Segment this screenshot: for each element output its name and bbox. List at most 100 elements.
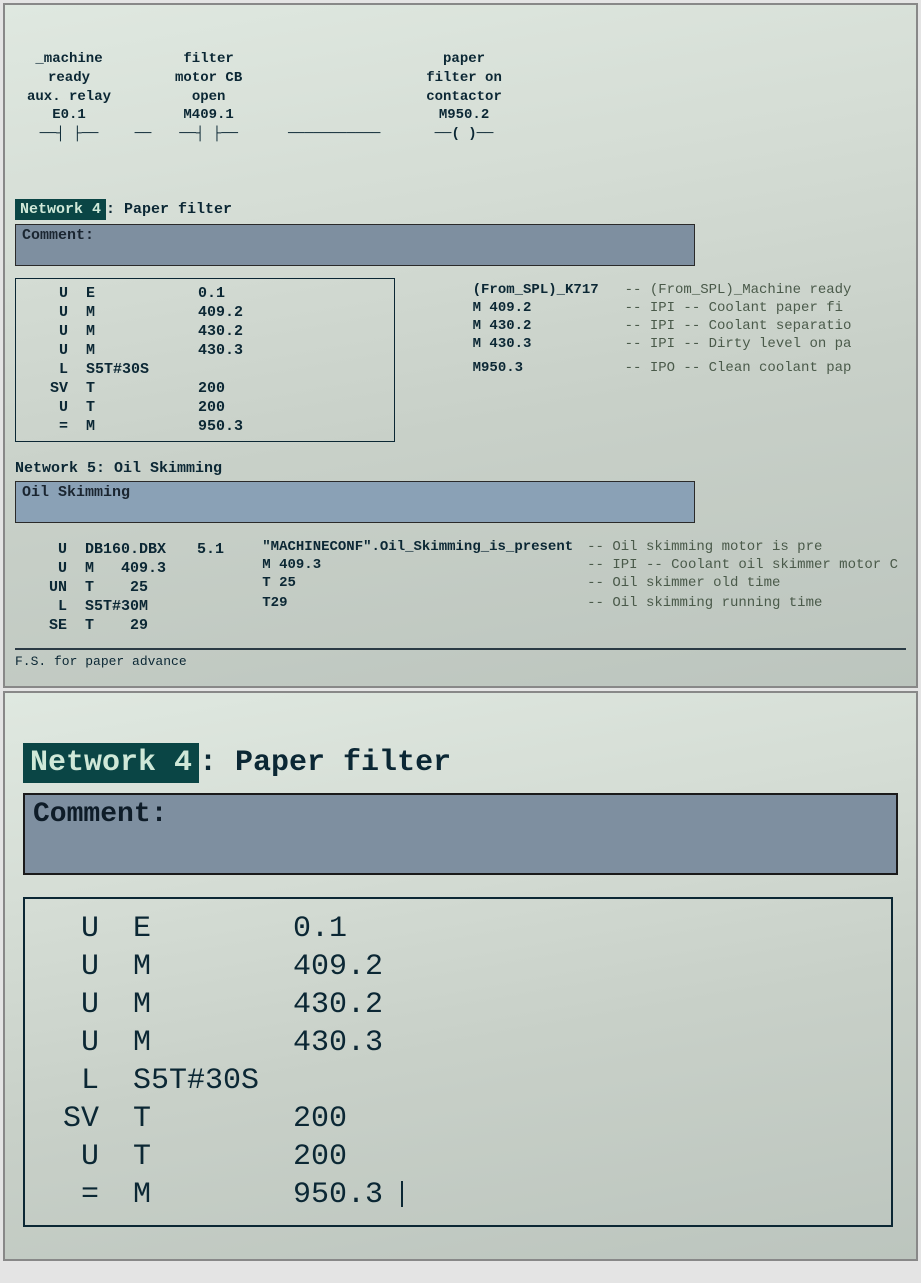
stl-line[interactable]: =M950.3 <box>26 418 251 435</box>
top-screenshot: _machine filter paper ready motor CB fil… <box>3 3 918 688</box>
symbol-row: T29-- Oil skimming running time <box>256 595 904 611</box>
stl-operand-a: T <box>78 399 188 416</box>
stl-op: SV <box>26 380 76 397</box>
network-label: Network 4 <box>15 199 106 220</box>
stl-line[interactable]: UNT 25 <box>25 579 232 596</box>
symbol-row: M 409.2-- IPI -- Coolant paper fi <box>467 300 858 316</box>
stl-line[interactable]: UT200 <box>26 399 251 416</box>
stl-operand-a: M 409.3 <box>77 560 187 577</box>
stl-op: U <box>47 949 115 985</box>
stl-line[interactable]: UE0.1 <box>47 911 419 947</box>
symbol-addr: M 430.3 <box>467 336 617 352</box>
stl-op: U <box>25 541 75 558</box>
stl-line[interactable]: UM 409.3 <box>25 560 232 577</box>
symbol-row: T 25-- Oil skimmer old time <box>256 575 904 591</box>
network5-header: Network 5 : Oil Skimming <box>15 460 906 477</box>
ladder-col1-addr: E0.1 <box>17 107 121 124</box>
stl-box-zoom[interactable]: UE0.1UM409.2UM430.2UM430.3LS5T#30SSVT200… <box>23 897 893 1227</box>
stl-op: L <box>47 1063 115 1099</box>
stl-operand-a: S5T#30S <box>78 361 188 378</box>
stl-line[interactable]: UM430.2 <box>26 323 251 340</box>
network-title: : Paper filter <box>199 746 451 780</box>
stl-line[interactable]: UT200 <box>47 1139 419 1175</box>
divider <box>15 648 906 650</box>
stl-operand-b: 430.3 <box>190 342 251 359</box>
stl-op: U <box>26 285 76 302</box>
stl-operand-a: E <box>117 911 275 947</box>
symbol-desc: -- IPI -- Coolant separatio <box>619 318 858 334</box>
stl-line[interactable]: UM409.2 <box>26 304 251 321</box>
comment-bar[interactable]: Comment: <box>23 793 898 875</box>
stl-line[interactable]: LS5T#30M <box>25 598 232 615</box>
stl-operand-b: 409.2 <box>190 304 251 321</box>
stl-line[interactable]: UM409.2 <box>47 949 419 985</box>
network4-header-zoom: Network 4 : Paper filter <box>23 743 898 783</box>
symbol-desc: -- Oil skimmer old time <box>581 575 904 591</box>
stl-op: U <box>26 399 76 416</box>
stl-line[interactable]: UM430.3 <box>26 342 251 359</box>
stl-op: L <box>25 598 75 615</box>
comment-bar[interactable]: Comment: <box>15 224 695 266</box>
stl-line[interactable]: LS5T#30S <box>26 361 251 378</box>
symbol-desc: -- IPI -- Coolant paper fi <box>619 300 858 316</box>
ladder-col3-addr: M950.2 <box>416 107 512 124</box>
stl-operand-b: 200 <box>190 380 251 397</box>
stl-line[interactable]: UE0.1 <box>26 285 251 302</box>
stl-op: UN <box>25 579 75 596</box>
stl-op: U <box>26 323 76 340</box>
symbol-addr: M 409.3 <box>256 557 579 573</box>
stl-line[interactable]: SET 29 <box>25 617 232 634</box>
network-title: : Oil Skimming <box>96 460 222 477</box>
symbol-row: (From_SPL)_K717-- (From_SPL)_Machine rea… <box>467 282 858 298</box>
stl-operand-b: 200 <box>190 399 251 416</box>
ladder-rung: _machine filter paper ready motor CB fil… <box>15 13 906 181</box>
symbol-addr: M 430.2 <box>467 318 617 334</box>
stl-line[interactable]: =M950.3 <box>47 1177 419 1213</box>
symbol-desc: -- IPI -- Coolant oil skimmer motor C <box>581 557 904 573</box>
stl-op: L <box>26 361 76 378</box>
contact-icon: ──┤ ├── <box>165 126 252 143</box>
stl-box-net5[interactable]: UDB160.DBX5.1UM 409.3UNT 25LS5T#30MSET 2… <box>15 535 244 640</box>
ladder-col1-l2: ready <box>17 70 121 87</box>
footer-hint: F.S. for paper advance <box>15 654 906 669</box>
stl-operand-a: DB160.DBX <box>77 541 187 558</box>
stl-operand-a: M <box>78 323 188 340</box>
stl-line[interactable]: SVT200 <box>26 380 251 397</box>
stl-operand-a: M <box>117 1025 275 1061</box>
stl-op: SV <box>47 1101 115 1137</box>
symbol-row: M950.3-- IPO -- Clean coolant pap <box>467 360 858 376</box>
symbol-addr: M 409.2 <box>467 300 617 316</box>
stl-operand-b: 200 <box>277 1101 419 1137</box>
stl-op: SE <box>25 617 75 634</box>
symbol-desc: -- (From_SPL)_Machine ready <box>619 282 858 298</box>
stl-op: U <box>47 1139 115 1175</box>
stl-box-net4[interactable]: UE0.1UM409.2UM430.2UM430.3LS5T#30SSVT200… <box>15 278 395 442</box>
symbol-row: M 430.3-- IPI -- Dirty level on pa <box>467 336 858 352</box>
stl-operand-a: M <box>78 418 188 435</box>
stl-op: = <box>47 1177 115 1213</box>
stl-line[interactable]: UDB160.DBX5.1 <box>25 541 232 558</box>
ladder-col3-l1: paper <box>416 51 512 68</box>
stl-operand-a: M <box>117 987 275 1023</box>
ladder-labels: _machine filter paper ready motor CB fil… <box>15 49 514 145</box>
stl-operand-b <box>277 1063 419 1099</box>
stl-operand-b <box>190 361 251 378</box>
stl-operand-b: 430.3 <box>277 1025 419 1061</box>
stl-line[interactable]: SVT200 <box>47 1101 419 1137</box>
stl-line[interactable]: UM430.2 <box>47 987 419 1023</box>
symbol-desc: -- Oil skimming motor is pre <box>581 539 904 555</box>
comment-bar[interactable]: Oil Skimming <box>15 481 695 523</box>
stl-op: U <box>47 1025 115 1061</box>
stl-op: U <box>26 304 76 321</box>
stl-operand-b <box>189 617 232 634</box>
stl-line[interactable]: UM430.3 <box>47 1025 419 1061</box>
stl-line[interactable]: LS5T#30S <box>47 1063 419 1099</box>
stl-operand-a: S5T#30S <box>117 1063 275 1099</box>
stl-operand-a: M <box>78 304 188 321</box>
ladder-col3-l2: filter on <box>416 70 512 87</box>
stl-operand-a: T 25 <box>77 579 187 596</box>
symbol-column: "MACHINECONF".Oil_Skimming_is_present-- … <box>254 537 906 613</box>
stl-operand-a: M <box>117 949 275 985</box>
network-title: : Paper filter <box>106 201 232 218</box>
stl-operand-b: 0.1 <box>190 285 251 302</box>
